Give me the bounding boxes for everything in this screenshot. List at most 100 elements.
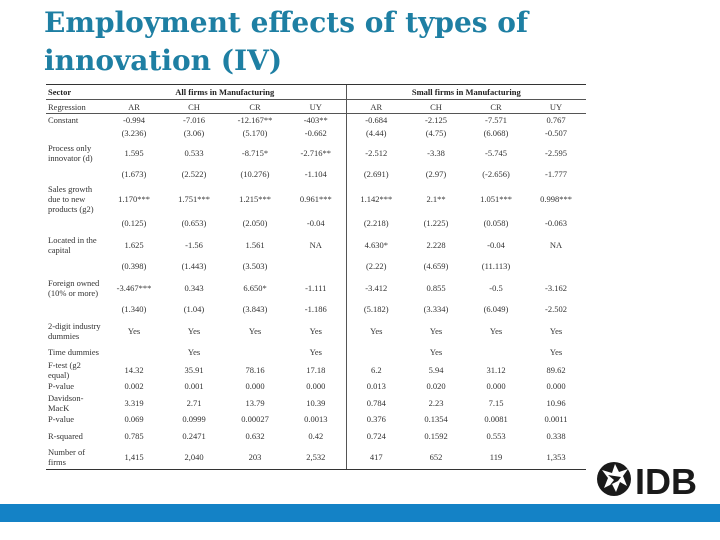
table-cell: -7.016 [183, 115, 205, 126]
table-cell: 6.2 [345, 359, 406, 380]
table-cell: 5.94 [428, 364, 444, 375]
table-cell: -1.104 [304, 169, 327, 179]
table-cell: -0.684 [345, 113, 406, 127]
column-header: CR [224, 99, 286, 114]
column-header: CR [466, 99, 526, 114]
table-row: (0.125) (0.653) (2.050) -0.04 (2.218) (1.225)… [46, 214, 586, 232]
table-cell: 0.001 [184, 381, 204, 391]
table-cell: -8.715* [241, 147, 269, 158]
table-cell: Yes [489, 325, 503, 336]
table-cell: 0.069 [124, 414, 144, 424]
table-cell: 0.961*** [299, 193, 332, 204]
table-cell: -403** [303, 115, 328, 126]
table-cell: (1.443) [181, 261, 207, 271]
table-cell: 31.12 [486, 364, 506, 375]
table-cell: 0.000 [306, 381, 326, 391]
table-row: (0.398) (1.443) (3.503) (2.22) (4.659) (11.11… [46, 257, 586, 275]
table-cell: -3.412 [345, 274, 406, 301]
table-cell: 0.533 [184, 147, 204, 158]
table-cell: 4.630* [345, 231, 406, 258]
table-cell: 1.170*** [118, 193, 150, 204]
table-cell: (5.182) [345, 300, 406, 318]
table-cell: 7.15 [488, 397, 504, 408]
table-row: Foreign owned (10% or more) -3.467*** 0.34… [46, 274, 586, 301]
table-row: (1.340) (1.04) (3.843) -1.186 (5.182) (3.334)… [46, 300, 586, 318]
table-cell: 0.553 [486, 430, 506, 441]
table-cell: (4.44) [345, 126, 406, 140]
table-cell: (2.050) [242, 218, 268, 228]
table-cell: (1.673) [121, 169, 147, 179]
table-cell: 0.013 [345, 379, 406, 393]
table-cell: 0.020 [426, 381, 446, 391]
table-cell: 0.632 [245, 430, 265, 441]
regression-table-container: Sector All firms in Manufacturing Small … [46, 84, 587, 482]
table-cell: 6.650* [243, 282, 267, 293]
table-cell: (0.058) [483, 218, 509, 228]
table-cell: -2.512 [345, 139, 406, 166]
table-cell [466, 344, 526, 360]
column-header: CH [406, 99, 466, 114]
table-cell: Yes [429, 346, 443, 357]
table-cell: 203 [224, 445, 286, 470]
regression-table: Sector All firms in Manufacturing Small … [46, 84, 587, 470]
column-header: UY [286, 99, 346, 114]
table-cell: 1.595 [124, 147, 144, 158]
table-row: 2-digit industry dummies Yes Yes Yes Yes Yes Y… [46, 317, 586, 344]
table-cell: -1.186 [304, 304, 327, 314]
table-row: Number of firms 1,415 2,040 203 2,532 417 652 1… [46, 445, 587, 470]
table-cell: 0.0013 [304, 414, 328, 424]
table-cell: 417 [345, 445, 406, 470]
table-cell [345, 343, 406, 360]
group-header-small-firms: Small firms in Manufacturing [345, 84, 587, 100]
table-cell: 0.42 [308, 430, 324, 441]
table-cell: 0.724 [345, 425, 406, 446]
table-cell: Yes [549, 346, 563, 357]
table-cell: 652 [406, 445, 466, 470]
table-row: (1.673) (2.522) (10.276) -1.104 (2.691) (2.97… [46, 165, 586, 183]
row-label [46, 166, 104, 183]
row-label: Davidson-MacK [48, 392, 84, 413]
table-row: Process only innovator (d) 1.595 0.533 -8.7… [46, 139, 586, 166]
table-cell: 0.000 [245, 381, 265, 391]
table-cell: (2.22) [345, 257, 406, 275]
table-cell: 1.215*** [239, 193, 271, 204]
table-row: Sales growth due to new products (g2) 1.1… [46, 182, 586, 215]
row-label: Process only innovator (d) [48, 142, 93, 163]
table-cell: (1.04) [183, 304, 205, 314]
row-label: 2-digit industry dummies [48, 320, 101, 341]
table-cell: 0.785 [124, 430, 144, 441]
row-label: Number of firms [46, 445, 104, 470]
row-label [46, 258, 104, 275]
column-header: AR [345, 99, 406, 114]
table-cell: 35.91 [184, 364, 204, 375]
table-cell: (-2.656) [482, 169, 510, 179]
table-cell: -0.063 [545, 218, 567, 228]
table-cell: 1.625 [124, 239, 144, 250]
table-cell: (3.236) [121, 128, 147, 138]
table-cell: Yes [549, 325, 563, 336]
table-cell: NA [309, 239, 322, 250]
table-row: (3.236) (3.06) (5.170) -0.662 (4.44) (4.75) (6… [46, 126, 586, 140]
table-cell: -0.507 [545, 128, 567, 138]
table-cell: 1.142*** [345, 182, 406, 215]
row-label: Foreign owned (10% or more) [48, 277, 100, 298]
table-cell: (5.170) [242, 128, 268, 138]
table-cell: 0.998*** [540, 193, 572, 204]
table-cell: (3.334) [423, 304, 449, 314]
table-cell: 2.71 [186, 397, 202, 408]
table-cell: Yes [187, 346, 201, 357]
table-cell: (11.113) [481, 261, 511, 271]
table-cell: (1.225) [423, 218, 449, 228]
column-header: AR [104, 99, 164, 114]
table-cell: -2.595 [545, 147, 567, 158]
table-cell: (3.06) [183, 128, 205, 138]
table-cell: (1.340) [121, 304, 147, 314]
table-cell: -0.994 [123, 115, 145, 126]
sector-header: Sector [46, 84, 104, 100]
row-label: Sales growth due to new products (g2) [48, 183, 94, 214]
table-cell: -0.5 [489, 282, 503, 293]
table-cell: 89.62 [546, 364, 566, 375]
table-cell: Yes [309, 346, 322, 357]
table-cell: 0.0081 [484, 414, 508, 424]
row-label: R-squared [48, 430, 83, 441]
